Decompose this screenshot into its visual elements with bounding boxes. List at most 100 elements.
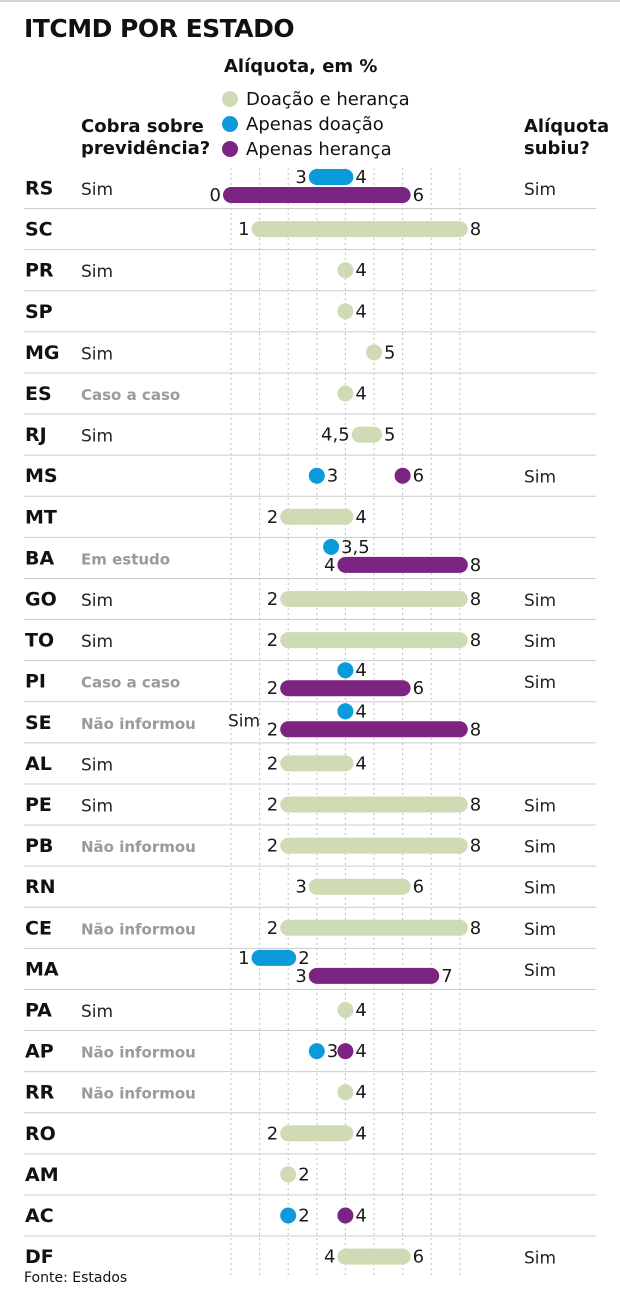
value-label-min: 2 bbox=[267, 753, 278, 774]
value-label-min: 2 bbox=[267, 719, 278, 740]
value-label-min: 3 bbox=[295, 966, 306, 987]
legend-item-apenas-doacao: Apenas doação bbox=[222, 113, 384, 135]
previdencia-value: Não informou bbox=[81, 920, 196, 938]
legend-swatch-green bbox=[222, 91, 238, 107]
value-label: 5 bbox=[384, 342, 395, 363]
header-previdencia-line2: previdência? bbox=[81, 138, 211, 159]
value-label-min: 2 bbox=[267, 918, 278, 939]
value-label-min: 4 bbox=[324, 1247, 335, 1268]
previdencia-value: Sim bbox=[81, 591, 113, 611]
value-label: 4 bbox=[355, 1041, 366, 1062]
legend-title: Alíquota, em % bbox=[224, 56, 378, 77]
value-label-max: 6 bbox=[413, 678, 424, 699]
source-note: Fonte: Estados bbox=[24, 1270, 128, 1286]
state-label-sc: SC bbox=[25, 219, 53, 241]
dot-apenas-heran-a bbox=[337, 1207, 354, 1224]
state-label-ce: CE bbox=[25, 917, 52, 939]
legend-label: Apenas doação bbox=[246, 113, 384, 135]
dot-doa-o-e-heran-a bbox=[337, 303, 354, 320]
value-label: 3 bbox=[327, 466, 338, 487]
value-label: 4 bbox=[355, 1082, 366, 1103]
aliquota-subiu-value: Sim bbox=[524, 591, 556, 611]
previdencia-value: Sim bbox=[81, 344, 113, 364]
value-label-min: 2 bbox=[267, 507, 278, 528]
value-label-max: 6 bbox=[413, 1247, 424, 1268]
dot-doa-o-e-heran-a bbox=[280, 1166, 297, 1183]
state-label-ac: AC bbox=[25, 1205, 54, 1227]
aliquota-subiu-value: Sim bbox=[524, 838, 556, 858]
previdencia-value: Não informou bbox=[81, 838, 196, 856]
dot-apenas-doa-o bbox=[337, 703, 354, 720]
state-label-pa: PA bbox=[25, 1000, 52, 1022]
value-label-max: 8 bbox=[470, 836, 481, 857]
value-label: 4 bbox=[355, 660, 366, 681]
dot-apenas-doa-o bbox=[280, 1207, 297, 1224]
state-label-rs: RS bbox=[25, 178, 53, 200]
value-label-max: 8 bbox=[470, 589, 481, 610]
state-label-ap: AP bbox=[25, 1041, 54, 1063]
state-label-ms: MS bbox=[25, 465, 58, 487]
aliquota-subiu-value: Sim bbox=[524, 180, 556, 200]
dot-apenas-doa-o bbox=[337, 662, 354, 679]
value-label: 3,5 bbox=[341, 537, 370, 558]
value-label-max: 2 bbox=[298, 948, 309, 969]
previdencia-value: Caso a caso bbox=[81, 674, 180, 692]
previdencia-value: Caso a caso bbox=[81, 386, 180, 404]
previdencia-value: Em estudo bbox=[81, 550, 170, 568]
state-label-pe: PE bbox=[25, 794, 52, 816]
dot-doa-o-e-heran-a bbox=[337, 1084, 354, 1101]
state-label-to: TO bbox=[25, 630, 54, 652]
dot-apenas-heran-a bbox=[394, 467, 411, 484]
value-label-max: 4 bbox=[355, 1123, 366, 1144]
dot-doa-o-e-heran-a bbox=[337, 385, 354, 402]
value-label-min: 3 bbox=[295, 167, 306, 188]
value-label-min: 2 bbox=[267, 795, 278, 816]
value-label: 2 bbox=[298, 1206, 309, 1227]
row-note: Sim bbox=[228, 711, 260, 731]
previdencia-value: Sim bbox=[81, 797, 113, 817]
value-label-max: 8 bbox=[470, 918, 481, 939]
value-label: 2 bbox=[298, 1164, 309, 1185]
value-label: 4 bbox=[355, 260, 366, 281]
value-label-min: 4 bbox=[324, 555, 335, 576]
aliquota-subiu-value: Sim bbox=[524, 632, 556, 652]
legend-label: Apenas herança bbox=[246, 138, 392, 160]
value-label-min: 3 bbox=[295, 877, 306, 898]
legend-item-doacao-heranca: Doação e herança bbox=[222, 88, 410, 110]
value-label-max: 4 bbox=[355, 507, 366, 528]
chart-title: ITCMD POR ESTADO bbox=[24, 14, 295, 43]
value-label-min: 2 bbox=[267, 1123, 278, 1144]
value-label: 4 bbox=[355, 1206, 366, 1227]
value-label-min: 2 bbox=[267, 836, 278, 857]
state-label-sp: SP bbox=[25, 301, 53, 323]
value-label-min: 1 bbox=[238, 948, 249, 969]
previdencia-value: Sim bbox=[81, 262, 113, 282]
legend-swatch-blue bbox=[222, 116, 238, 132]
header-aliquota-subiu: Alíquota subiu? bbox=[524, 116, 609, 160]
value-label-min: 1 bbox=[238, 219, 249, 240]
state-label-ba: BA bbox=[25, 547, 54, 569]
header-subiu-line1: Alíquota bbox=[524, 116, 610, 137]
previdencia-value: Sim bbox=[81, 180, 113, 200]
state-label-es: ES bbox=[25, 383, 52, 405]
value-label-max: 7 bbox=[441, 966, 452, 987]
dot-doa-o-e-heran-a bbox=[366, 344, 382, 361]
value-label-max: 8 bbox=[470, 719, 481, 740]
legend-swatch-purple bbox=[222, 141, 238, 157]
value-label-min: 0 bbox=[210, 185, 221, 206]
dot-apenas-doa-o bbox=[323, 538, 340, 555]
aliquota-subiu-value: Sim bbox=[524, 961, 556, 981]
value-label-max: 8 bbox=[470, 795, 481, 816]
dot-apenas-heran-a bbox=[337, 1043, 354, 1060]
state-label-mt: MT bbox=[25, 506, 57, 528]
previdencia-value: Sim bbox=[81, 1002, 113, 1022]
previdencia-value: Não informou bbox=[81, 715, 196, 733]
previdencia-value: Não informou bbox=[81, 1085, 196, 1103]
header-previdencia: Cobra sobre previdência? bbox=[81, 116, 210, 160]
value-label-max: 5 bbox=[384, 425, 395, 446]
state-label-se: SE bbox=[25, 712, 52, 734]
value-label-max: 6 bbox=[413, 185, 424, 206]
previdencia-value: Sim bbox=[81, 632, 113, 652]
previdencia-value: Não informou bbox=[81, 1044, 196, 1062]
